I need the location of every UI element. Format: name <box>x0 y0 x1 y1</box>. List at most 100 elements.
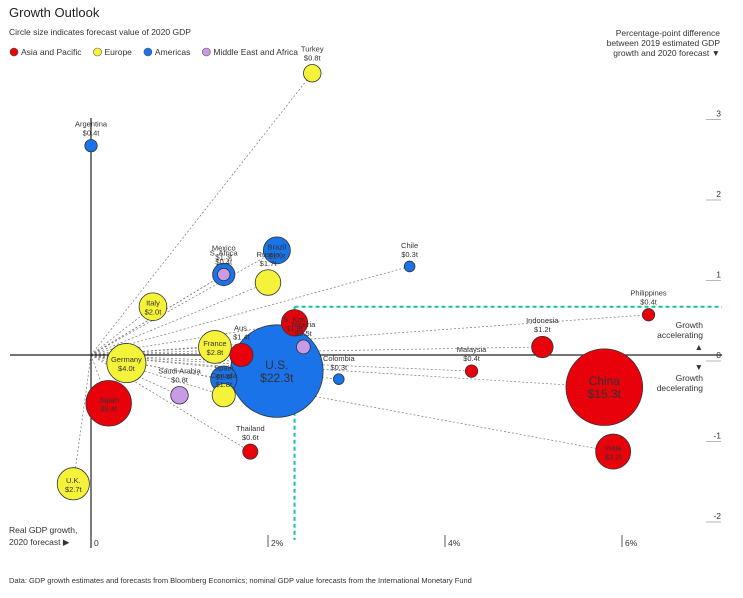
y-axis-label: Percentage-point difference between 2019… <box>607 28 721 58</box>
x-tick-label: 6% <box>625 538 638 548</box>
label-indonesia-name: Indonesia <box>526 316 559 325</box>
axes <box>10 118 722 548</box>
label-colombia-value: $0.3t <box>330 363 348 372</box>
label-canada-name: Canada <box>211 371 238 380</box>
label-china-name: China <box>589 374 621 388</box>
legend-label-0: Asia and Pacific <box>21 47 82 57</box>
label-mexico-value: $1.3t <box>215 252 233 261</box>
chart-subtitle: Circle size indicates forecast value of … <box>9 27 191 37</box>
label-malaysia-value: $0.4t <box>463 354 481 363</box>
y-axis-label-line-3: growth and 2020 forecast ▼ <box>613 48 720 58</box>
label-indonesia-value: $1.2t <box>534 325 552 334</box>
label-nigeria-value: $0.5t <box>295 329 313 338</box>
down-triangle-icon: ▼ <box>695 362 703 372</box>
x-axis-label-line-2: 2020 forecast ▶ <box>9 537 70 547</box>
label-japan-value: $5.4t <box>100 404 118 413</box>
label-philippines-name: Philippines <box>630 289 667 298</box>
legend-label-3: Middle East and Africa <box>213 47 298 57</box>
annotation-decelerating: ▼ Growth decelerating <box>657 362 704 393</box>
bubble-turkey <box>303 64 322 83</box>
bubble-malaysia <box>464 364 479 378</box>
label-u-s-value: $22.3t <box>260 371 294 385</box>
connector-india <box>90 354 614 452</box>
label-brazil-name: Brazil <box>267 242 286 251</box>
annotation-accelerating: Growth accelerating ▲ <box>657 320 703 352</box>
connector-philippines <box>90 314 649 356</box>
legend-swatch-0 <box>9 47 19 57</box>
y-tick-label: -1 <box>713 431 721 441</box>
label-argentina-value: $0.4t <box>83 129 101 138</box>
legend-swatch-2 <box>143 47 153 57</box>
bubble-philippines <box>641 308 656 322</box>
label-thailand-value: $0.6t <box>242 433 260 442</box>
label-spain-name: Spain <box>214 364 233 373</box>
bubble-russia <box>254 269 282 296</box>
bubble-india <box>595 433 632 470</box>
bubble-aus <box>229 343 254 367</box>
bubble-brazil <box>262 236 291 265</box>
x-tick-label: 2% <box>271 538 284 548</box>
bubbles <box>56 64 656 501</box>
label-italy-value: $2.0t <box>145 308 163 317</box>
label-u-s-name: U.S. <box>265 358 288 372</box>
label-aus-value: $1.4t <box>233 332 251 341</box>
label-china-value: $15.3t <box>588 387 622 401</box>
label-turkey-name: Turkey <box>301 44 324 53</box>
y-axis-label-line-1: Percentage-point difference <box>616 28 721 38</box>
bubble-chile <box>403 260 416 273</box>
label-canada-value: $1.8t <box>215 380 233 389</box>
label-philippines-value: $0.4t <box>640 298 658 307</box>
bubble-thailand <box>242 443 259 460</box>
label-s-africa-name: S. Africa <box>210 248 239 257</box>
label-aus-name: Aus. <box>234 323 249 332</box>
bubble-argentina <box>84 139 98 153</box>
label-nigeria-name: Nigeria <box>292 320 317 329</box>
y-tick-label: 3 <box>716 109 721 119</box>
label-turkey-value: $0.8t <box>304 53 322 62</box>
connector-chile <box>90 266 410 356</box>
bubble-s-africa <box>217 267 231 282</box>
label-thailand-name: Thailand <box>236 424 265 433</box>
bubble-labels: Turkey$0.8tArgentina$0.4tChile$0.3tBrazi… <box>65 44 667 493</box>
bubble-japan <box>85 380 132 427</box>
bubble-saudi-arabia <box>170 386 189 405</box>
label-saudi-arabia-name: Saudi Arabia <box>158 366 201 375</box>
connector-malaysia <box>90 354 472 372</box>
label-u-k-value: $2.7t <box>65 485 83 494</box>
label-france-name: France <box>203 339 226 348</box>
label-spain-value: $1.4t <box>215 373 233 382</box>
label-russia-name: Russia <box>257 250 281 259</box>
connector-brazil <box>90 250 278 356</box>
label-germany-value: $4.0t <box>118 364 136 373</box>
label-india-value: $3.2t <box>605 453 623 462</box>
label-mexico-name: Mexico <box>212 243 236 252</box>
x-tick-label: 0 <box>94 538 99 548</box>
source-note: Data: GDP growth estimates and forecasts… <box>9 576 472 585</box>
label-france-value: $2.8t <box>207 348 225 357</box>
bubble-nigeria <box>296 339 311 355</box>
connector-lines <box>72 73 649 484</box>
label-s-kor-name: S. Kor. <box>283 315 306 324</box>
label-s-africa-value: $0.4t <box>215 257 233 266</box>
label-s-kor-value: $1.8t <box>286 324 304 333</box>
bubble-germany <box>106 343 147 384</box>
legend-label-2: Americas <box>155 47 190 57</box>
connector-turkey <box>90 73 313 356</box>
label-italy-name: Italy <box>146 299 160 308</box>
legend-swatch-1 <box>93 47 102 57</box>
bubble-spain <box>211 383 236 408</box>
bubble-italy <box>138 292 168 321</box>
label-india-name: India <box>605 444 622 453</box>
legend: Asia and Pacific Europe Americas Middle Eas… <box>9 47 298 57</box>
connector-china <box>90 354 605 388</box>
connector-u-s- <box>90 354 277 372</box>
label-chile-value: $0.3t <box>401 250 419 259</box>
y-tick-label: 2 <box>716 189 721 199</box>
label-brazil-value: $1.9t <box>269 251 287 260</box>
label-chile-name: Chile <box>401 241 418 250</box>
y-axis-label-line-2: between 2019 estimated GDP <box>607 38 721 48</box>
y-tick-label: 1 <box>716 270 721 280</box>
connector-thailand <box>90 354 251 452</box>
connector-japan <box>90 354 110 404</box>
